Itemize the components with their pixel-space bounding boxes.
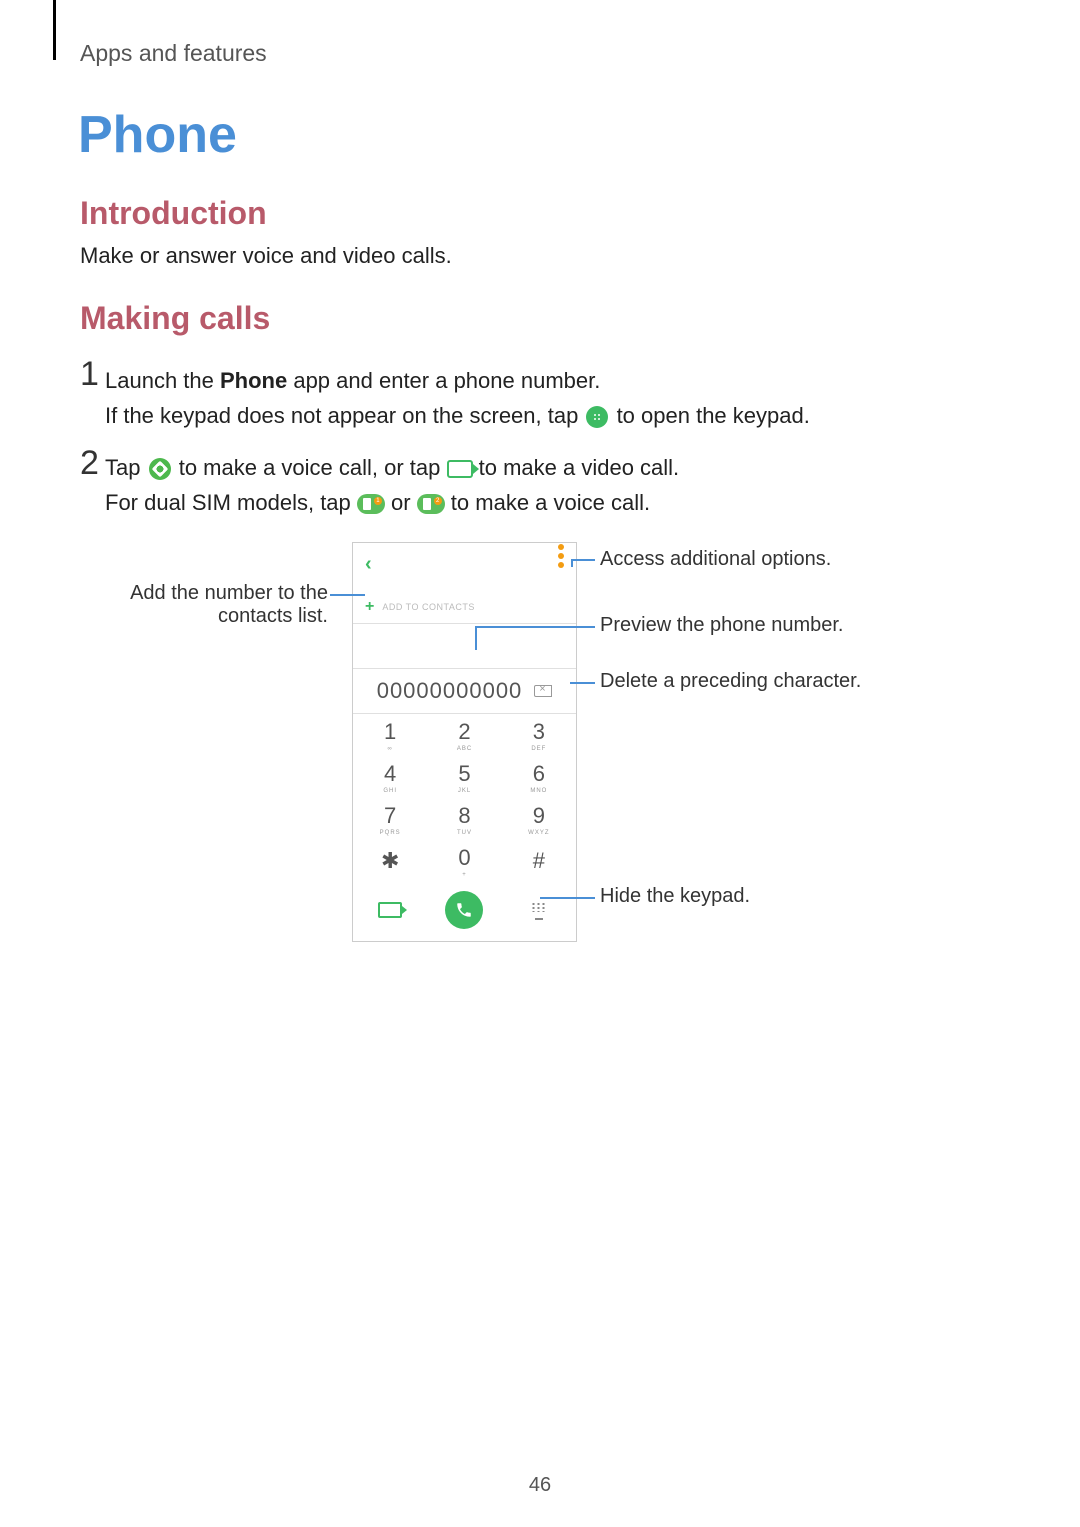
step-2-text-f: to make a voice call. bbox=[445, 490, 650, 515]
callout-preview: Preview the phone number. bbox=[600, 614, 844, 637]
voice-call-button[interactable] bbox=[445, 891, 483, 929]
entered-number: 00000000000 bbox=[377, 678, 523, 704]
page-number: 46 bbox=[529, 1474, 551, 1497]
preview-area bbox=[353, 624, 576, 668]
sim1-call-icon: 1 bbox=[357, 494, 385, 514]
video-call-button[interactable] bbox=[378, 902, 402, 918]
key-7[interactable]: 7PQRS bbox=[353, 798, 427, 840]
section-making-calls-heading: Making calls bbox=[80, 300, 270, 337]
phone-top-bar: ‹ bbox=[353, 543, 576, 591]
phone-handset-icon bbox=[455, 901, 473, 919]
step-2-text-a: Tap bbox=[105, 455, 147, 480]
callout-delete: Delete a preceding character. bbox=[600, 670, 861, 693]
key-0[interactable]: 0+ bbox=[427, 840, 501, 882]
back-icon[interactable]: ‹ bbox=[365, 553, 372, 576]
step-1-text-d: If the keypad does not appear on the scr… bbox=[105, 403, 584, 428]
key-8[interactable]: 8TUV bbox=[427, 798, 501, 840]
phone-screenshot: ‹ + ADD TO CONTACTS 00000000000 1∞ 2ABC … bbox=[352, 542, 577, 942]
keypad-open-icon bbox=[586, 406, 608, 428]
callout-hide: Hide the keypad. bbox=[600, 885, 750, 908]
step-2-text-b: to make a voice call, or tap bbox=[173, 455, 447, 480]
callout-options: Access additional options. bbox=[600, 548, 831, 571]
callout-line bbox=[330, 594, 365, 596]
key-4[interactable]: 4GHI bbox=[353, 756, 427, 798]
key-9[interactable]: 9WXYZ bbox=[502, 798, 576, 840]
number-display-row: 00000000000 bbox=[353, 668, 576, 714]
key-5[interactable]: 5JKL bbox=[427, 756, 501, 798]
more-options-icon[interactable] bbox=[558, 553, 564, 559]
bottom-action-row bbox=[353, 882, 576, 938]
video-call-icon bbox=[447, 460, 473, 478]
step-1-number: 1 bbox=[80, 355, 99, 394]
key-2[interactable]: 2ABC bbox=[427, 714, 501, 756]
add-to-contacts-label: ADD TO CONTACTS bbox=[382, 602, 475, 612]
step-2-text-c: to make a video call. bbox=[473, 455, 680, 480]
key-3[interactable]: 3DEF bbox=[502, 714, 576, 756]
key-hash[interactable]: # bbox=[502, 840, 576, 882]
section-introduction-heading: Introduction bbox=[80, 195, 267, 232]
add-to-contacts-row[interactable]: + ADD TO CONTACTS bbox=[353, 591, 576, 623]
phone-app-name: Phone bbox=[220, 368, 287, 393]
plus-icon: + bbox=[365, 598, 374, 616]
callout-line bbox=[571, 559, 573, 567]
callout-line bbox=[570, 682, 595, 684]
callout-line bbox=[571, 559, 595, 561]
voice-call-icon bbox=[149, 458, 171, 480]
key-star[interactable]: ✱ bbox=[353, 840, 427, 882]
step-2-text-d: For dual SIM models, tap bbox=[105, 490, 357, 515]
header-breadcrumb: Apps and features bbox=[80, 40, 267, 67]
step-2-number: 2 bbox=[80, 444, 99, 483]
backspace-icon[interactable] bbox=[534, 685, 552, 697]
step-1-text-e: to open the keypad. bbox=[610, 403, 809, 428]
key-6[interactable]: 6MNO bbox=[502, 756, 576, 798]
callout-line bbox=[475, 626, 595, 628]
callout-line bbox=[475, 626, 477, 650]
page-frame-mark bbox=[53, 0, 56, 60]
keypad: 1∞ 2ABC 3DEF 4GHI 5JKL 6MNO 7PQRS 8TUV 9… bbox=[353, 714, 576, 882]
step-1-text-a: Launch the bbox=[105, 368, 220, 393]
introduction-body: Make or answer voice and video calls. bbox=[80, 243, 452, 269]
step-1-body: Launch the Phone app and enter a phone n… bbox=[105, 363, 1005, 433]
step-1-text-c: app and enter a phone number. bbox=[287, 368, 600, 393]
hide-keypad-button[interactable] bbox=[529, 900, 549, 920]
step-2-body: Tap to make a voice call, or tap to make… bbox=[105, 450, 1005, 520]
callout-line bbox=[540, 897, 595, 899]
callout-add-contacts: Add the number to the contacts list. bbox=[98, 582, 328, 628]
key-1-sub: ∞ bbox=[388, 746, 393, 752]
step-2-text-e: or bbox=[385, 490, 417, 515]
page-title: Phone bbox=[78, 105, 237, 165]
key-1[interactable]: 1∞ bbox=[353, 714, 427, 756]
sim2-call-icon: 2 bbox=[417, 494, 445, 514]
